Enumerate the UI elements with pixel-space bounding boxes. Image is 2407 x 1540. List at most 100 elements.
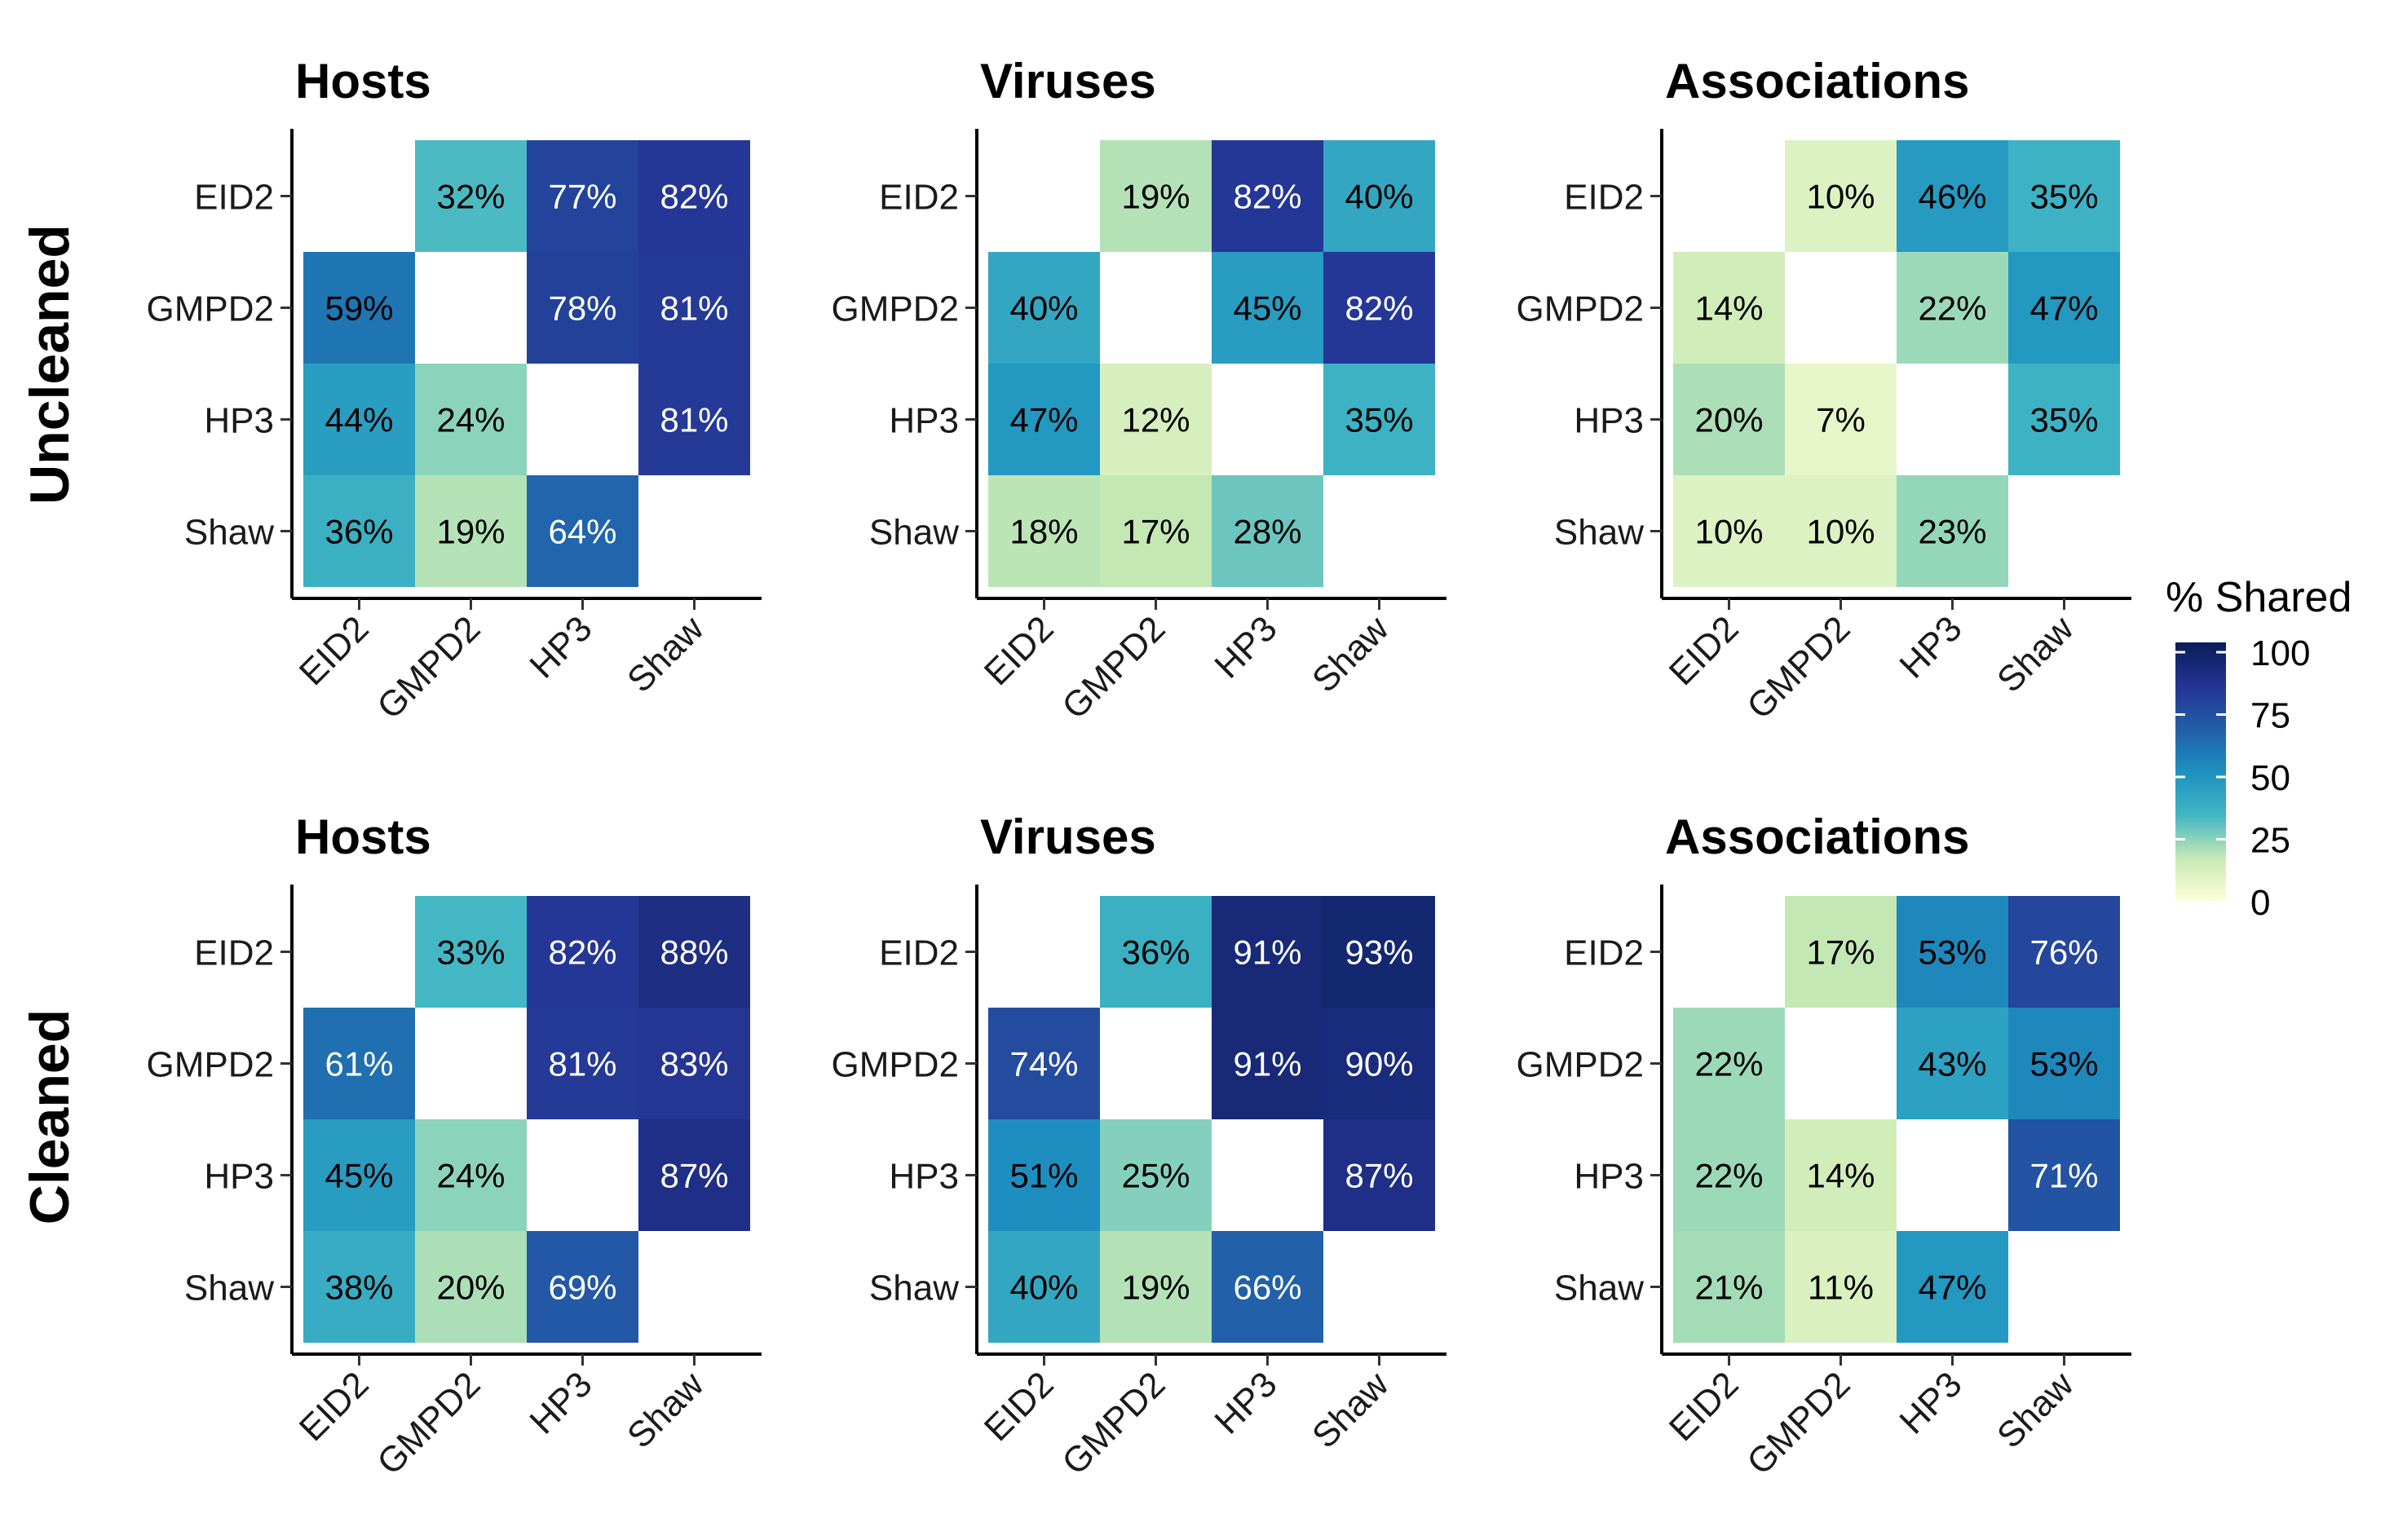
heatmap-cell: [303, 364, 415, 475]
cell-value-label: 87%: [660, 1157, 728, 1195]
heatmap-panel-cleaned-associations: Associations 17% 53% 76% 22% 43% 53% 22% 14% 71% 2…: [1517, 810, 2131, 1483]
x-tick-label: EID2: [977, 1364, 1062, 1449]
heatmap-cell: [638, 896, 750, 1008]
cell-value-label: 51%: [1009, 1157, 1078, 1195]
heatmap-cell: [2008, 896, 2120, 1008]
cell-value-label: 88%: [660, 933, 728, 972]
cell-value-label: 76%: [2029, 933, 2098, 972]
y-tick-label: GMPD2: [832, 289, 959, 329]
panel-title: Hosts: [295, 810, 431, 864]
heatmap-cell: [1100, 1231, 1212, 1343]
y-tick-label: HP3: [204, 1157, 274, 1197]
heatmap-cell: [303, 475, 415, 587]
row-label-cleaned: Cleaned: [19, 1009, 81, 1225]
row-label-uncleaned: Uncleaned: [19, 224, 81, 505]
heatmap-cell: [303, 1119, 415, 1231]
cell-value-label: 77%: [548, 178, 616, 216]
x-tick-label: Shaw: [1305, 608, 1397, 700]
cell-value-label: 69%: [548, 1269, 616, 1307]
cell-value-label: 81%: [660, 401, 728, 439]
cell-value-label: 47%: [2029, 289, 2098, 328]
cell-value-label: 35%: [2029, 178, 2098, 216]
cell-value-label: 45%: [325, 1157, 393, 1195]
heatmap-cell: [1897, 896, 2008, 1008]
cell-value-label: 21%: [1694, 1269, 1763, 1307]
heatmap-cell: [988, 1231, 1100, 1343]
x-tick-label: HP3: [1207, 608, 1284, 686]
cell-value-label: 83%: [660, 1045, 728, 1083]
heatmap-cell: [1323, 1119, 1435, 1231]
heatmap-cell: [638, 1119, 750, 1231]
panel-title: Viruses: [980, 810, 1156, 864]
cell-value-label: 28%: [1233, 513, 1301, 551]
cell-value-label: 64%: [548, 513, 616, 551]
x-tick-label: Shaw: [620, 1364, 712, 1456]
x-tick-label: GMPD2: [1739, 608, 1857, 726]
heatmap-cell: [1897, 252, 2008, 364]
y-tick-label: Shaw: [184, 1269, 274, 1308]
x-tick-label: GMPD2: [369, 1364, 488, 1482]
heatmap-cell: [1785, 1231, 1897, 1343]
y-tick-label: Shaw: [869, 1269, 959, 1308]
heatmap-cell: [1323, 140, 1435, 252]
cell-value-label: 91%: [1233, 933, 1301, 972]
cell-value-label: 36%: [325, 513, 393, 551]
heatmap-cell: [1897, 475, 2008, 587]
cell-value-label: 20%: [436, 1269, 505, 1307]
heatmap-cell: [1212, 140, 1323, 252]
cell-value-label: 17%: [1121, 513, 1190, 551]
y-tick-label: Shaw: [869, 513, 959, 553]
cell-value-label: 91%: [1233, 1045, 1301, 1083]
heatmap-cell: [638, 140, 750, 252]
cell-value-label: 18%: [1009, 513, 1078, 551]
cell-value-label: 35%: [1345, 401, 1413, 439]
panel-title: Associations: [1665, 54, 1969, 108]
y-tick-label: GMPD2: [1517, 1045, 1644, 1085]
y-tick-label: GMPD2: [1517, 289, 1644, 329]
heatmap-cell: [1785, 475, 1897, 587]
heatmap-cell: [1212, 1231, 1323, 1343]
x-tick-label: Shaw: [1990, 1364, 2082, 1456]
legend-ticks: 100 75 50 25 0: [2175, 633, 2310, 923]
cell-value-label: 66%: [1233, 1269, 1301, 1307]
cell-value-label: 25%: [1121, 1157, 1190, 1195]
heatmap-cell: [1673, 1231, 1785, 1343]
cell-value-label: 19%: [1121, 178, 1190, 216]
heatmap-cell: [1212, 1008, 1323, 1119]
legend-tick-label: 25: [2250, 821, 2290, 861]
heatmap-cell: [988, 252, 1100, 364]
heatmap-panel-cleaned-hosts: Hosts 33% 82% 88% 61% 81% 83% 45% 24% 87% 38% 20% 69…: [147, 810, 762, 1483]
cell-value-label: 93%: [1345, 933, 1413, 972]
y-tick-label: EID2: [194, 933, 274, 973]
heatmap-cell: [303, 1008, 415, 1119]
legend-title: % Shared: [2166, 574, 2352, 621]
heatmap-panel-cleaned-viruses: Viruses 36% 91% 93% 74% 91% 90% 51% 25% 87% 40% 19%…: [832, 810, 1446, 1483]
cell-value-label: 14%: [1694, 289, 1763, 328]
cell-value-label: 53%: [2029, 1045, 2098, 1083]
x-tick-label: GMPD2: [1054, 608, 1173, 726]
y-tick-label: HP3: [889, 401, 959, 441]
x-tick-label: HP3: [522, 1364, 599, 1441]
cell-value-label: 23%: [1918, 513, 1986, 551]
cell-value-label: 82%: [548, 933, 616, 972]
legend-tick-label: 100: [2250, 633, 2310, 673]
cell-value-label: 10%: [1694, 513, 1763, 551]
cell-value-label: 10%: [1806, 513, 1875, 551]
panel-title: Viruses: [980, 54, 1156, 108]
cell-value-label: 10%: [1806, 178, 1875, 216]
x-tick-label: HP3: [1207, 1364, 1284, 1441]
cell-value-label: 82%: [1233, 178, 1301, 216]
cell-value-label: 81%: [548, 1045, 616, 1083]
cell-value-label: 40%: [1345, 178, 1413, 216]
heatmap-cell: [415, 364, 527, 475]
cell-value-label: 47%: [1009, 401, 1078, 439]
cell-value-label: 59%: [325, 289, 393, 328]
heatmap-cell: [1673, 1008, 1785, 1119]
heatmap-cell: [638, 364, 750, 475]
heatmap-cell: [415, 1231, 527, 1343]
heatmap-cell: [2008, 252, 2120, 364]
cell-value-label: 32%: [436, 178, 505, 216]
x-tick-label: EID2: [977, 608, 1062, 693]
heatmap-cell: [415, 896, 527, 1008]
cell-value-label: 33%: [436, 933, 505, 972]
